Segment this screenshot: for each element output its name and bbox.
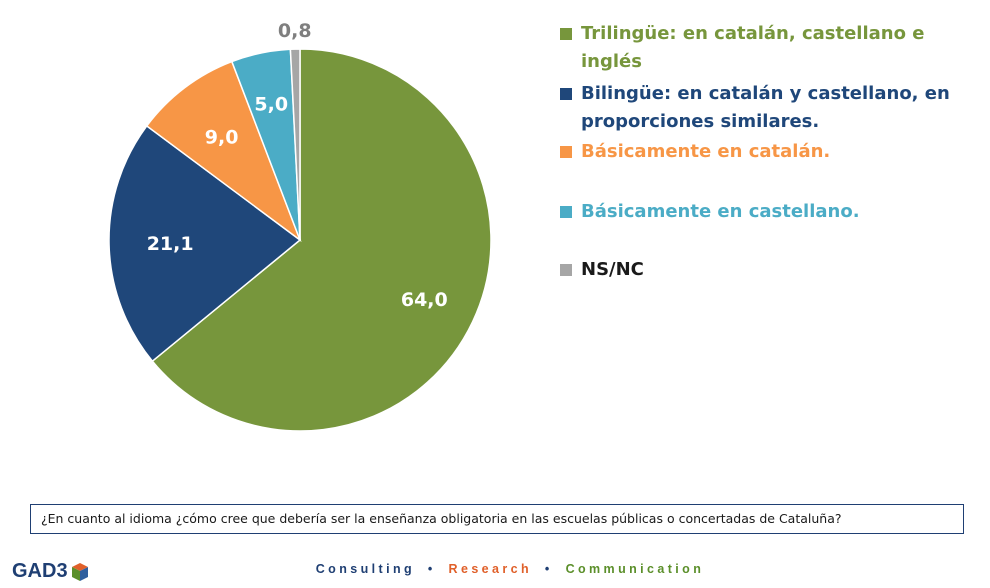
pie-slice (289, 48, 301, 241)
legend-label: Trilingüe: en catalán, castellano e ingl… (581, 23, 925, 72)
tagline-separator: • (544, 562, 553, 576)
tagline-separator: • (427, 562, 436, 576)
cube-logo-icon (71, 562, 88, 581)
legend-label: Básicamente en castellano. (581, 201, 860, 222)
pie-slice (145, 60, 302, 243)
legend-item: Básicamente en catalán. (560, 138, 830, 166)
pie-slice (108, 124, 302, 363)
tagline-consulting: Consulting (315, 562, 416, 576)
legend-swatch (560, 146, 572, 158)
legend-label: Bilingüe: en catalán y castellano, en pro… (581, 83, 950, 132)
slice-value-label: 9,0 (205, 126, 239, 148)
legend-item: Trilingüe: en catalán, castellano e ingl… (560, 20, 980, 76)
legend-swatch (560, 206, 572, 218)
legend-item: Básicamente en castellano. (560, 198, 860, 226)
survey-question: ¿En cuanto al idioma ¿cómo cree que debe… (30, 504, 964, 534)
legend-item: Bilingüe: en catalán y castellano, en pro… (560, 80, 950, 136)
logo-text: GAD3 (12, 560, 68, 582)
slice-value-label: 0,8 (278, 20, 312, 42)
footer-tagline: Consulting • Research • Communication (300, 562, 720, 576)
pie-slice (151, 48, 492, 432)
tagline-communication: Communication (565, 562, 705, 576)
gad3-logo: GAD3 (12, 560, 89, 583)
legend-swatch (560, 28, 572, 40)
slice-value-label: 5,0 (254, 94, 288, 116)
legend-swatch (560, 264, 572, 276)
slice-value-label: 21,1 (147, 233, 194, 255)
legend-label: Básicamente en catalán. (581, 141, 831, 162)
legend-item: NS/NC (560, 256, 644, 284)
legend-label: NS/NC (581, 259, 644, 280)
legend-swatch (560, 88, 572, 100)
pie-chart: 64,0 21,1 9,0 5,0 0,8 (108, 20, 492, 432)
tagline-research: Research (448, 562, 533, 576)
slice-value-label: 64,0 (401, 289, 448, 311)
